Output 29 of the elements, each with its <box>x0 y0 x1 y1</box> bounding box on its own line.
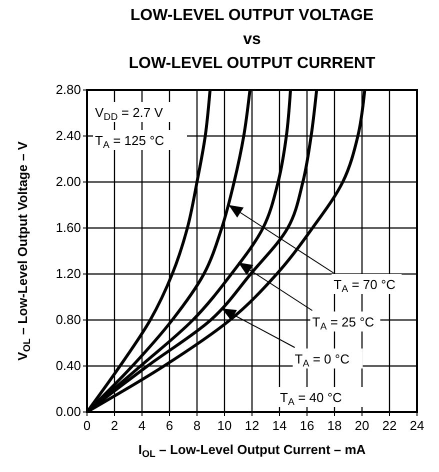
annotation: T$_{A}$ = 25 °C <box>312 314 374 332</box>
annotation: V$_{DD}$ = 2.7 V <box>95 105 164 122</box>
y-tick-label: 0.40 <box>56 358 81 373</box>
x-tick-label: 4 <box>138 418 146 433</box>
x-tick-label: 12 <box>244 418 260 433</box>
x-tick-label: 18 <box>327 418 342 433</box>
x-tick-label: 2 <box>110 418 118 433</box>
y-tick-label: 0.80 <box>56 312 81 327</box>
x-tick-label: 0 <box>83 418 91 433</box>
y-tick-label: 2.80 <box>56 82 81 97</box>
x-tick-label: 22 <box>382 418 397 433</box>
x-tick-label: 10 <box>217 418 232 433</box>
x-tick-label: 14 <box>272 418 287 433</box>
x-tick-label: 24 <box>410 418 424 433</box>
x-tick-label: 6 <box>166 418 174 433</box>
y-tick-label: 2.00 <box>56 174 81 189</box>
x-tick-label: 8 <box>193 418 201 433</box>
x-tick-label: 16 <box>300 418 314 433</box>
x-tick-label: 20 <box>354 418 370 433</box>
annotation: T$_{A}$ = 70 °C <box>334 277 396 294</box>
y-tick-label: 2.40 <box>56 128 81 143</box>
y-tick-label: 1.20 <box>56 266 81 281</box>
y-tick-label: 1.60 <box>56 220 81 235</box>
y-tick-label: 0.00 <box>56 404 81 419</box>
annotation: T$_{A}$ = 40 °C <box>280 390 342 408</box>
annotation: T$_{A}$ = 0 °C <box>294 352 350 369</box>
chart-title: LOW-LEVEL OUTPUT VOLTAGE vs LOW-LEVEL OUTPUT CURRENT <box>128 7 376 72</box>
annotation: T$_{A}$ = 125 °C <box>95 133 164 150</box>
x-axis-title: I$_{OL}$ – Low-Level Output Current – mA <box>138 442 366 460</box>
